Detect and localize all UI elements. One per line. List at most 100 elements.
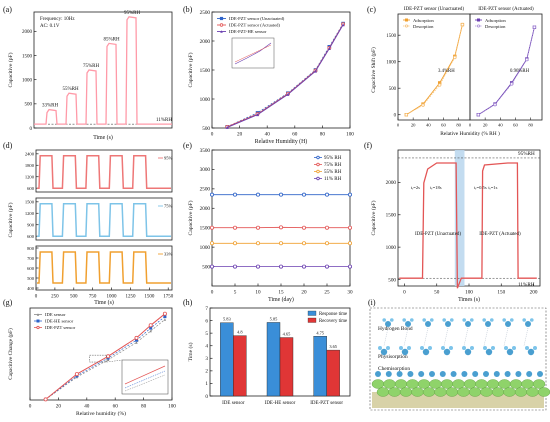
molecule xyxy=(526,371,532,377)
data-point xyxy=(279,193,282,196)
data-point xyxy=(302,193,305,196)
y-tick-label: 1500 xyxy=(386,213,397,219)
x-tick-label: 1500 xyxy=(144,295,155,300)
data-point xyxy=(256,242,259,245)
data-point xyxy=(44,398,47,401)
y-tick-label: 1500 xyxy=(200,226,211,232)
data-point xyxy=(325,193,328,196)
panel-d: (d)Capacitive (pF)60012001800240095%6009… xyxy=(3,141,174,306)
x-tick-label: 50 xyxy=(434,290,440,296)
molecule xyxy=(502,318,506,322)
cycle-series xyxy=(37,156,171,189)
legend-swatch xyxy=(308,318,316,323)
y-tick-label: 1000 xyxy=(386,245,397,251)
molecule xyxy=(425,321,431,327)
atom-sphere xyxy=(441,380,453,389)
x-tick-label: 0 xyxy=(211,132,214,138)
molecule xyxy=(422,318,426,322)
x-tick-label: 80 xyxy=(528,123,533,128)
layer-label: Chemisorption xyxy=(378,366,410,372)
molecule xyxy=(505,321,511,327)
bar-value-label: 4.75 xyxy=(316,330,324,335)
bar xyxy=(280,338,293,396)
molecule xyxy=(442,318,446,322)
legend-entry: Desorption xyxy=(413,24,434,29)
atom-sphere xyxy=(481,388,493,397)
bar-value-label: 4.8 xyxy=(237,330,243,335)
y-tick-label: 500 xyxy=(202,264,210,270)
panel-label: (d) xyxy=(3,141,13,150)
bond-line xyxy=(424,328,428,346)
legend-marker xyxy=(37,320,39,322)
annotation: tᵣ=2s xyxy=(411,185,420,190)
data-point xyxy=(233,193,236,196)
molecule xyxy=(386,346,390,350)
y-tick-label: 6 xyxy=(205,318,208,324)
pulse-label: 33%RH xyxy=(42,104,59,109)
panel-label: (g) xyxy=(3,298,13,307)
atom-sphere xyxy=(453,380,465,389)
data-point xyxy=(163,312,166,315)
panel-label: (b) xyxy=(183,5,193,14)
atom-sphere xyxy=(407,380,419,389)
data-point xyxy=(325,265,328,268)
data-point xyxy=(279,242,282,245)
atom-sphere xyxy=(492,388,504,397)
atom-sphere xyxy=(372,380,384,389)
x-tick-label: 80 xyxy=(456,123,461,128)
y-tick-label: 2400 xyxy=(25,152,35,157)
molecule xyxy=(494,371,500,377)
y-tick-label: 500 xyxy=(27,276,35,281)
atom-sphere xyxy=(458,388,470,397)
y-tick-label: 1800 xyxy=(25,163,35,168)
panel-label: (c) xyxy=(367,5,376,14)
bar-value-label: 5.85 xyxy=(270,316,278,321)
y-tick-label: 0 xyxy=(205,394,208,400)
legend-swatch xyxy=(308,311,316,316)
molecule xyxy=(429,371,435,377)
x-tick-label: 20 xyxy=(56,404,62,410)
bar xyxy=(233,336,246,396)
legend-entry: IDE-PZT sensor (Actuated) xyxy=(229,23,280,28)
y-tick-label: 1500 xyxy=(386,34,396,39)
x-tick-label: 0 xyxy=(29,404,32,410)
y-axis-label: Capacitive Change (pF) xyxy=(7,328,14,380)
legend-entry: 11% RH xyxy=(324,177,342,182)
desorption-point xyxy=(461,23,464,26)
atom-sphere xyxy=(527,388,539,397)
x-tick-label: 15 xyxy=(278,290,284,296)
atom-sphere xyxy=(446,388,458,397)
atom-sphere xyxy=(389,388,401,397)
legend-entry: IDE-PZT sensor xyxy=(45,325,76,330)
molecule xyxy=(461,371,467,377)
molecule xyxy=(462,346,466,350)
data-point xyxy=(325,242,328,245)
x-axis-label: Relative Humidity (H) xyxy=(255,138,308,145)
data-point xyxy=(107,355,110,358)
x-tick-label: 5 xyxy=(234,290,237,296)
data-point xyxy=(210,226,213,229)
molecule xyxy=(445,321,451,327)
annotation: IDE-PZT (Actuated) xyxy=(479,232,521,237)
atom-sphere xyxy=(377,388,389,397)
molecule xyxy=(491,346,495,350)
y-tick-label: 500 xyxy=(25,103,33,108)
x-tick-label: 60 xyxy=(513,123,518,128)
atom-sphere xyxy=(538,388,550,397)
response-series xyxy=(399,163,537,288)
layer-label: Physisorption xyxy=(378,354,408,360)
x-tick-label: 750 xyxy=(89,295,97,300)
legend-entry: 95% RH xyxy=(324,156,342,161)
subplot-label: 33% xyxy=(164,252,173,257)
legend-entry: IDE-PZT-HE sensor xyxy=(229,29,267,34)
panel-label: (i) xyxy=(368,298,376,307)
legend-entry: Recovery time xyxy=(319,319,347,324)
molecule xyxy=(441,346,445,350)
bond-line xyxy=(504,328,508,346)
bar-value-label: 4.65 xyxy=(283,332,291,337)
legend-marker xyxy=(220,24,223,27)
legend-marker xyxy=(477,25,479,27)
molecule xyxy=(483,346,487,350)
pulse-label: 55%RH xyxy=(63,87,80,92)
y-tick-label: 2 xyxy=(205,369,208,375)
